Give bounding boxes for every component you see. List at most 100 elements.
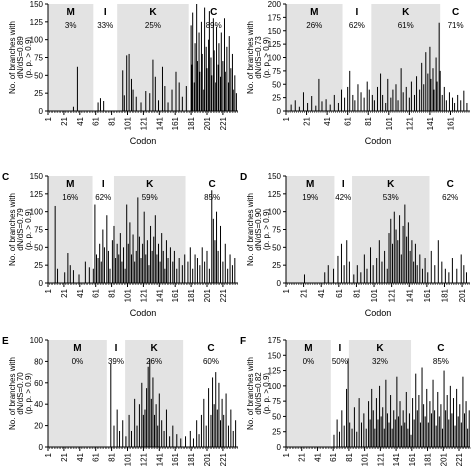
- bar: [198, 32, 200, 111]
- bar: [369, 419, 371, 447]
- bar: [185, 436, 187, 447]
- x-tick-label: 61: [335, 288, 344, 297]
- y-tick-label: 100: [268, 208, 282, 217]
- x-tick-label: 101: [361, 452, 370, 466]
- bar: [222, 261, 224, 283]
- bar: [230, 68, 232, 111]
- bar: [433, 89, 435, 111]
- bar: [145, 254, 147, 283]
- bar: [409, 250, 411, 283]
- bar: [466, 102, 468, 111]
- bar: [126, 204, 128, 283]
- bar: [421, 268, 423, 283]
- bar: [99, 98, 101, 111]
- y-tick-label: 75: [272, 67, 281, 76]
- bar: [423, 404, 425, 447]
- bar: [92, 268, 94, 283]
- bar: [130, 254, 132, 283]
- bar: [463, 413, 465, 447]
- bar: [97, 102, 99, 111]
- y-axis-label-ratio: dN/dS=0.90: [254, 208, 263, 251]
- bar: [194, 254, 196, 283]
- bar: [72, 270, 74, 283]
- region-percent: 19%: [302, 193, 318, 202]
- y-tick-label: 175: [268, 13, 282, 22]
- y-tick-label: 100: [30, 36, 44, 45]
- bar: [99, 243, 101, 283]
- bar: [463, 90, 465, 111]
- region-label: C: [210, 7, 217, 18]
- y-tick-label: 175: [268, 336, 282, 345]
- x-tick-label: 1: [282, 452, 291, 457]
- bar: [163, 430, 165, 447]
- bar: [161, 66, 163, 111]
- region-label: K: [402, 7, 410, 18]
- bar: [199, 71, 201, 111]
- bar: [181, 96, 183, 111]
- bar: [187, 261, 189, 283]
- bar: [178, 82, 180, 111]
- x-tick-label: 101: [370, 288, 379, 302]
- bar: [392, 243, 394, 283]
- bar: [443, 370, 445, 447]
- bar: [321, 101, 323, 111]
- region-percent: 33%: [97, 21, 113, 30]
- region-percent: 71%: [448, 21, 464, 30]
- bar: [452, 398, 454, 447]
- bar: [437, 240, 439, 283]
- bar: [215, 82, 217, 111]
- bar: [366, 268, 368, 283]
- bar: [432, 68, 434, 111]
- bar: [128, 53, 130, 111]
- bar: [128, 414, 130, 447]
- bar: [324, 272, 326, 283]
- bar: [156, 254, 158, 283]
- region-label: M: [66, 7, 74, 18]
- region-percent: 85%: [204, 193, 220, 202]
- y-tick-label: 100: [268, 54, 282, 63]
- x-tick-label: 201: [458, 288, 467, 302]
- bar: [298, 106, 300, 111]
- x-tick-label: 201: [203, 288, 212, 302]
- bar: [365, 428, 367, 447]
- x-tick-label: 121: [405, 116, 414, 130]
- bar: [205, 425, 207, 447]
- x-tick-label: 121: [139, 116, 148, 130]
- x-tick-label: 1: [44, 288, 53, 293]
- bar: [175, 71, 177, 111]
- bar: [343, 425, 345, 447]
- bar: [388, 422, 390, 447]
- bar: [225, 393, 227, 447]
- bar: [135, 250, 137, 283]
- bar: [390, 97, 392, 111]
- bar: [184, 254, 186, 283]
- bar: [125, 436, 127, 447]
- x-tick-label: 141: [155, 116, 164, 130]
- bar: [189, 430, 191, 447]
- bar: [387, 78, 389, 111]
- bar: [459, 404, 461, 447]
- bar: [419, 89, 421, 111]
- bar: [212, 18, 214, 112]
- bar: [315, 105, 317, 111]
- bar: [189, 247, 191, 283]
- bar: [153, 236, 155, 283]
- bar: [356, 265, 358, 283]
- bar: [218, 43, 220, 111]
- y-axis-label-line1: No. of branches with: [8, 21, 17, 94]
- region-percent: 62%: [442, 193, 458, 202]
- bar: [103, 101, 105, 111]
- region-percent: 16%: [62, 193, 78, 202]
- bar: [138, 404, 140, 447]
- bar: [366, 81, 368, 111]
- region-label: I: [102, 179, 105, 190]
- y-tick-label: 125: [268, 190, 282, 199]
- region-percent: 42%: [335, 193, 351, 202]
- bar: [393, 410, 395, 447]
- x-tick-label: 121: [376, 452, 385, 466]
- bar: [136, 425, 138, 447]
- bar: [196, 258, 198, 283]
- bar: [435, 57, 437, 111]
